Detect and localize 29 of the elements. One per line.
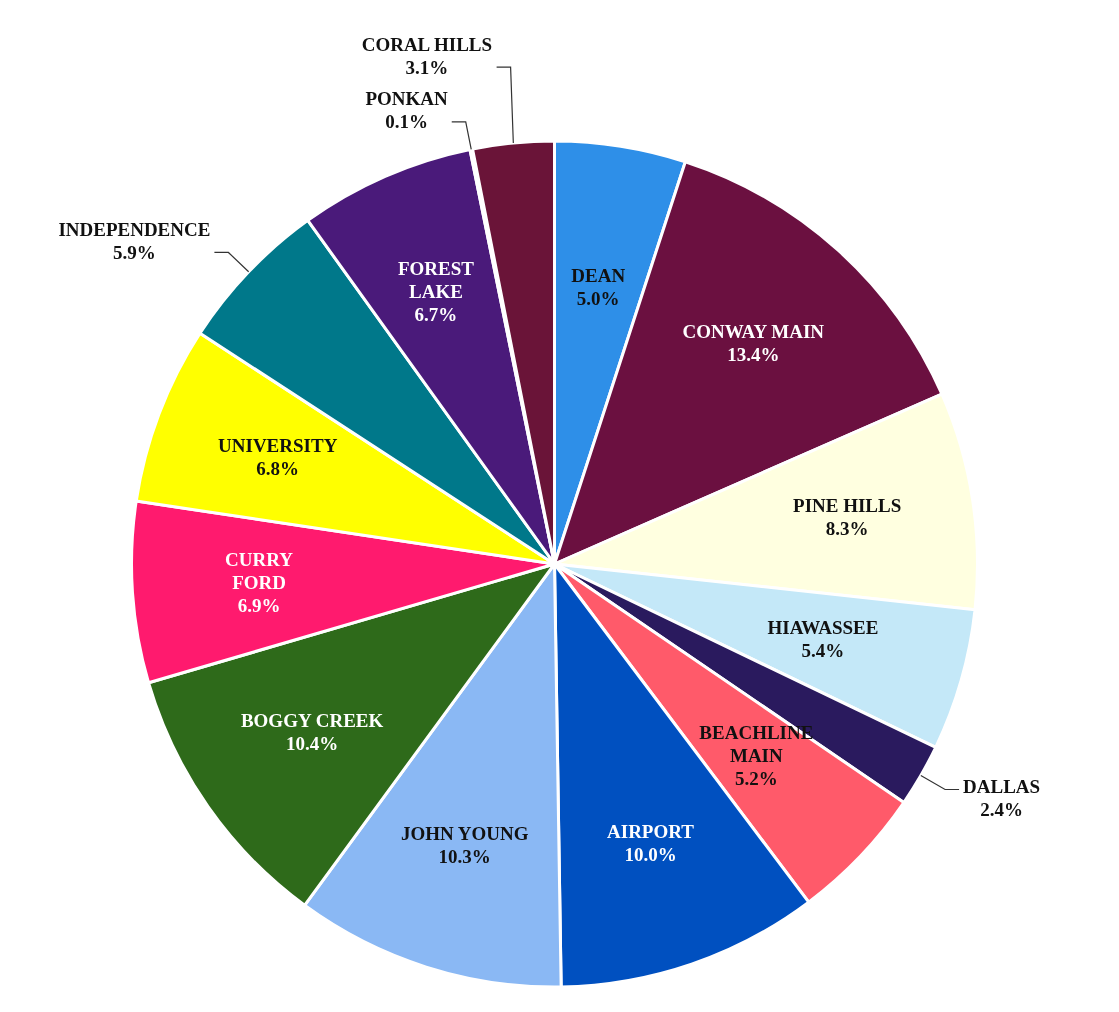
data-label: 5.0% <box>576 287 620 309</box>
slice-label: DALLAS <box>963 775 1041 797</box>
slice-label: PINE HILLS <box>793 495 902 517</box>
slice-label: BOGGY CREEK <box>240 710 384 732</box>
data-label: 5.9% <box>113 241 156 263</box>
data-label: 13.4% <box>727 343 780 365</box>
data-label: 5.2% <box>734 767 778 789</box>
data-label: 0.1% <box>385 111 428 133</box>
data-label: 10.3% <box>438 845 491 867</box>
slice-label: HIAWASSEE <box>767 617 879 639</box>
slice-label: PONKAN <box>365 88 449 110</box>
data-label: 10.4% <box>285 733 339 755</box>
data-label: 8.3% <box>825 518 869 540</box>
slice-label: UNIVERSITY <box>218 435 338 457</box>
slice-label: CURRY FORD <box>225 548 294 593</box>
data-label: 10.0% <box>624 843 677 865</box>
slice-label: INDEPENDENCE <box>58 218 211 240</box>
slice-label: CORAL HILLS <box>361 33 493 55</box>
data-label: 5.4% <box>801 640 845 662</box>
slice-label: JOHN YOUNG <box>400 822 529 844</box>
slice-label: DEAN <box>571 264 626 286</box>
data-label: 6.7% <box>414 303 458 325</box>
slice-label: FOREST LAKE <box>397 257 475 302</box>
slice-label: CONWAY MAIN <box>682 320 825 342</box>
slice-label: AIRPORT <box>607 820 695 842</box>
data-label: 2.4% <box>980 798 1023 820</box>
data-label: 6.8% <box>256 458 300 480</box>
data-label: 3.1% <box>405 56 449 78</box>
data-label: 6.9% <box>237 594 281 616</box>
